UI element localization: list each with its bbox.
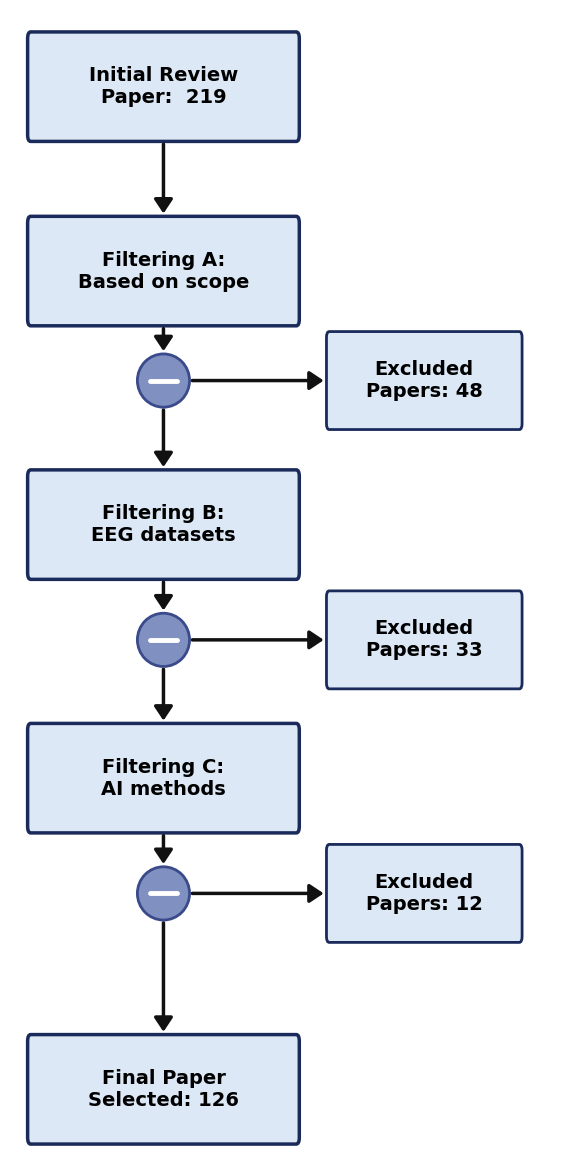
FancyBboxPatch shape <box>327 332 522 429</box>
FancyBboxPatch shape <box>28 1035 299 1144</box>
Text: Filtering C:
AI methods: Filtering C: AI methods <box>101 757 226 799</box>
Text: Filtering A:
Based on scope: Filtering A: Based on scope <box>78 250 249 292</box>
FancyBboxPatch shape <box>327 844 522 942</box>
FancyBboxPatch shape <box>28 470 299 580</box>
Text: Initial Review
Paper:  219: Initial Review Paper: 219 <box>89 66 238 107</box>
Ellipse shape <box>138 867 190 920</box>
FancyBboxPatch shape <box>28 216 299 326</box>
Text: Final Paper
Selected: 126: Final Paper Selected: 126 <box>88 1069 239 1110</box>
Ellipse shape <box>138 354 190 407</box>
FancyBboxPatch shape <box>327 590 522 689</box>
FancyBboxPatch shape <box>28 723 299 833</box>
Text: Excluded
Papers: 33: Excluded Papers: 33 <box>366 620 483 661</box>
Text: Filtering B:
EEG datasets: Filtering B: EEG datasets <box>91 505 236 546</box>
Text: Excluded
Papers: 12: Excluded Papers: 12 <box>366 873 483 914</box>
Ellipse shape <box>138 613 190 667</box>
Text: Excluded
Papers: 48: Excluded Papers: 48 <box>366 360 483 401</box>
FancyBboxPatch shape <box>28 32 299 141</box>
